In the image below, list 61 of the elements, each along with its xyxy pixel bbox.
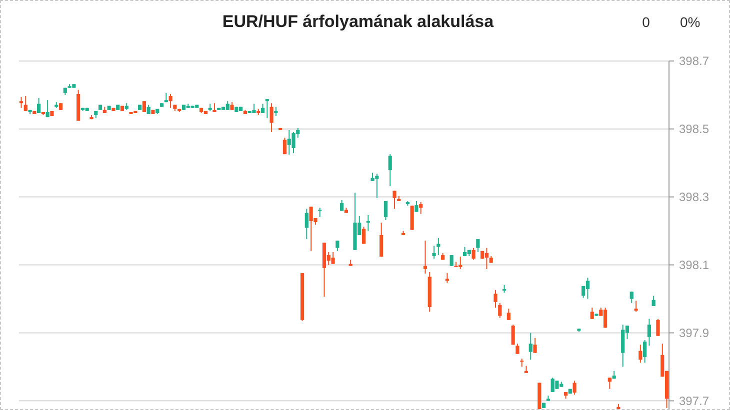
candlestick — [292, 132, 296, 154]
candlestick — [304, 208, 308, 240]
candlestick — [528, 332, 532, 360]
text: 0% — [680, 14, 700, 30]
candlestick — [484, 247, 489, 270]
candlestick — [472, 247, 476, 260]
y-tick-label: 398.1 — [679, 258, 710, 272]
candlestick — [586, 277, 590, 300]
chart-title: EUR/HUF árfolyamának alakulása — [222, 12, 494, 31]
candlestick — [265, 98, 269, 119]
candlestick — [533, 337, 537, 354]
candlestick — [498, 302, 502, 318]
candlestick — [388, 154, 392, 187]
candlestick — [260, 103, 265, 114]
candlestick — [643, 339, 647, 364]
candlestick — [630, 291, 634, 304]
candlestick — [506, 308, 510, 320]
candlestick — [168, 93, 172, 108]
candlestick — [274, 106, 278, 117]
candlestick — [511, 324, 515, 346]
candlestick — [142, 100, 146, 112]
candlestick — [432, 245, 436, 260]
candlestick — [450, 254, 454, 266]
candlestick — [252, 103, 256, 114]
candlestick — [656, 318, 660, 336]
candlestick — [520, 358, 524, 368]
candlestick — [516, 343, 520, 354]
candlestick — [318, 207, 322, 218]
candlestick — [494, 290, 498, 308]
candlestick — [331, 251, 335, 264]
candlestick — [572, 380, 576, 396]
candlestick — [46, 100, 50, 118]
y-tick-label: 398.5 — [679, 122, 710, 136]
candlestick — [603, 307, 608, 328]
candlestick — [282, 137, 287, 155]
candlestick — [362, 226, 366, 244]
candlestick — [445, 272, 449, 284]
candlestick — [419, 202, 423, 214]
candlestick — [24, 96, 28, 112]
candlestick — [423, 240, 428, 274]
candlestick — [621, 324, 625, 368]
y-tick-label: 398.3 — [679, 190, 710, 204]
candlestick — [476, 238, 480, 252]
text: 0 — [642, 14, 650, 30]
candlestick — [19, 96, 24, 108]
candlestick — [590, 307, 594, 320]
candlestick — [436, 238, 440, 256]
candlestick — [37, 98, 41, 114]
candlestick — [384, 200, 388, 221]
candlestick — [392, 190, 396, 210]
candlestick — [414, 200, 418, 212]
y-tick-label: 397.9 — [679, 326, 710, 340]
candlestick — [608, 377, 612, 390]
candlestick — [340, 199, 344, 212]
y-tick-label: 398.7 — [679, 54, 710, 68]
candlestick — [634, 300, 638, 312]
candlestick — [270, 102, 274, 133]
candlestick — [380, 222, 384, 258]
y-tick-label: 397.7 — [679, 394, 710, 408]
candlestick — [638, 344, 642, 364]
candlestick — [647, 318, 651, 346]
